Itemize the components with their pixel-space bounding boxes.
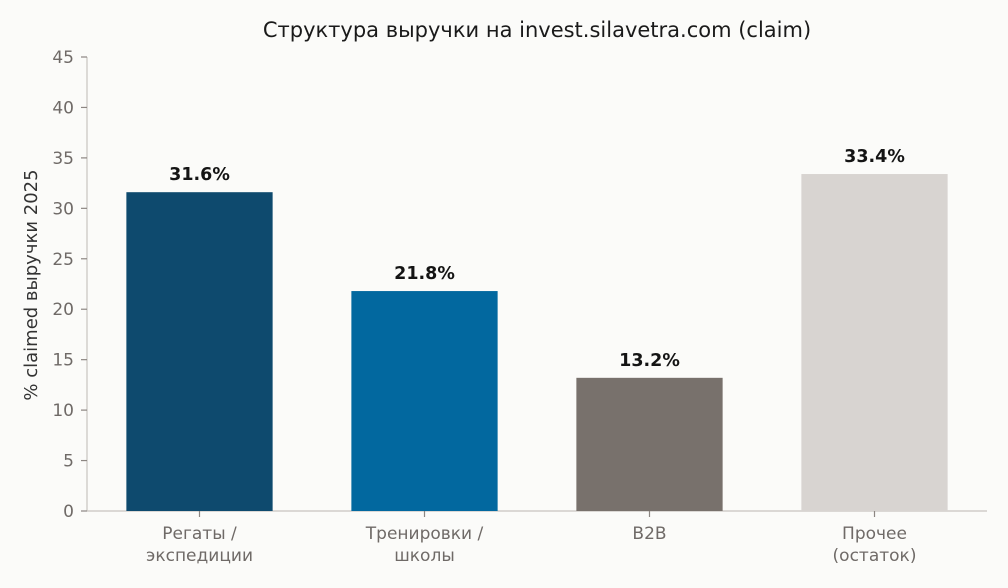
y-tick-label: 30	[52, 199, 74, 219]
x-tick-label: B2B	[632, 524, 666, 544]
y-tick-label: 35	[52, 149, 74, 169]
plot-area: 0 5 10 15 20 25 30 35 40 45 31.6% Регаты / экспедици…	[52, 48, 987, 566]
y-tick-label: 45	[52, 48, 74, 68]
bar	[576, 377, 723, 511]
bar	[126, 192, 273, 512]
data-label: 33.4%	[844, 147, 905, 167]
x-tick-label-line: Тренировки /	[365, 524, 484, 544]
chart-title: Структура выручки на invest.silavetra.co…	[263, 18, 811, 42]
data-label: 13.2%	[619, 351, 680, 371]
x-tick-label-line: Регаты /	[162, 524, 237, 544]
x-tick-label: Регаты / экспедиции	[146, 524, 253, 566]
bar	[801, 174, 948, 511]
y-tick-label: 15	[52, 351, 74, 371]
x-tick-label: Прочее (остаток)	[833, 524, 917, 566]
x-tick-label-line: школы	[394, 546, 455, 566]
y-tick-label: 20	[52, 300, 74, 320]
y-tick-label: 40	[52, 98, 74, 118]
bar	[351, 291, 498, 511]
y-axis-label: % claimed выручки 2025	[21, 169, 42, 400]
y-tick-label: 0	[63, 502, 74, 522]
y-tick-label: 25	[52, 250, 74, 270]
y-tick-label: 5	[63, 452, 74, 472]
x-tick-label-line: (остаток)	[833, 546, 917, 566]
x-tick-label: Тренировки / школы	[365, 524, 484, 566]
y-tick-label: 10	[52, 401, 74, 421]
x-tick-label-line: B2B	[632, 524, 666, 544]
x-tick-label-line: Прочее	[842, 524, 907, 544]
data-label: 21.8%	[394, 264, 455, 284]
data-label: 31.6%	[169, 165, 230, 185]
x-tick-label-line: экспедиции	[146, 546, 253, 566]
